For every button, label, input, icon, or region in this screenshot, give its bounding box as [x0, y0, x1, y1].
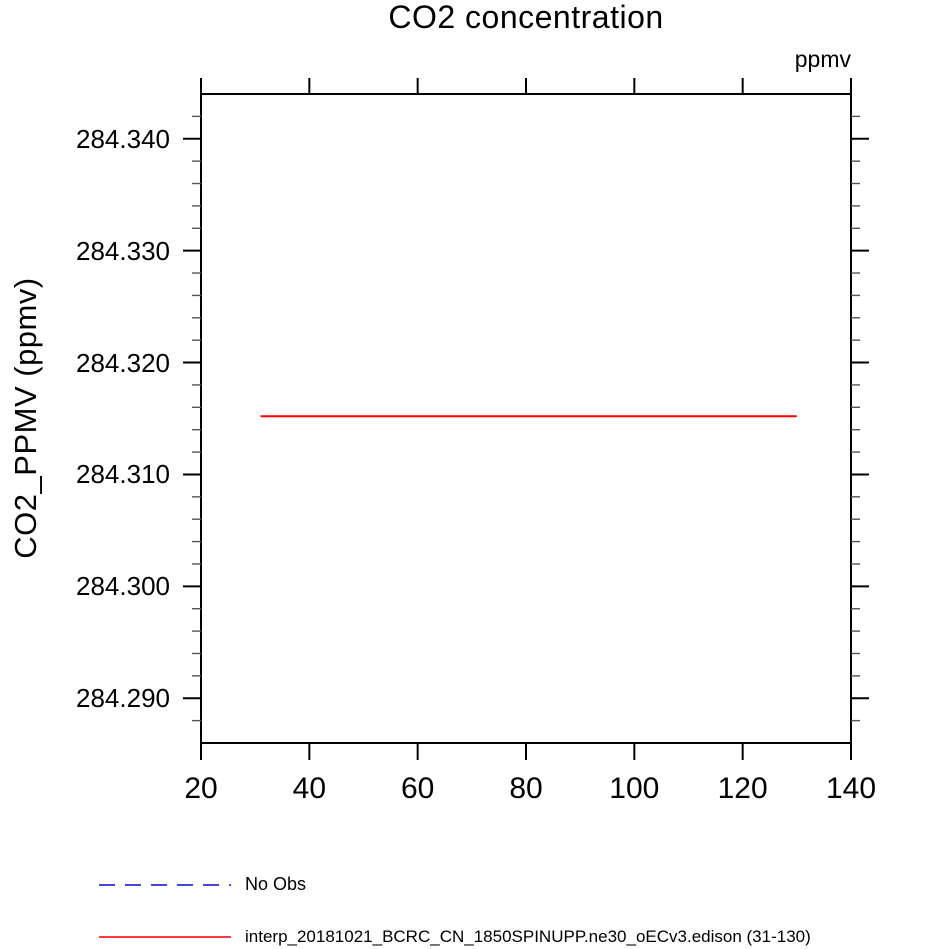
- y-tick-label: 284.320: [76, 347, 170, 378]
- x-tick-label: 100: [609, 772, 660, 805]
- x-tick-label: 40: [292, 772, 327, 805]
- x-tick-label: 120: [717, 772, 768, 805]
- chart-title: CO2 concentration: [388, 0, 664, 35]
- x-tick-label: 20: [184, 772, 218, 805]
- x-tick-label: 80: [509, 772, 543, 805]
- y-tick-label: 284.290: [76, 683, 170, 714]
- y-tick-label: 284.310: [76, 459, 170, 490]
- y-tick-label: 284.330: [76, 235, 170, 266]
- y-tick-label: 284.300: [76, 571, 170, 602]
- x-tick-label: 60: [400, 772, 435, 805]
- y-tick-label: 284.340: [76, 123, 170, 154]
- plot-frame: [200, 93, 852, 744]
- x-tick-label: 140: [825, 772, 877, 805]
- unit-label: ppmv: [794, 46, 851, 72]
